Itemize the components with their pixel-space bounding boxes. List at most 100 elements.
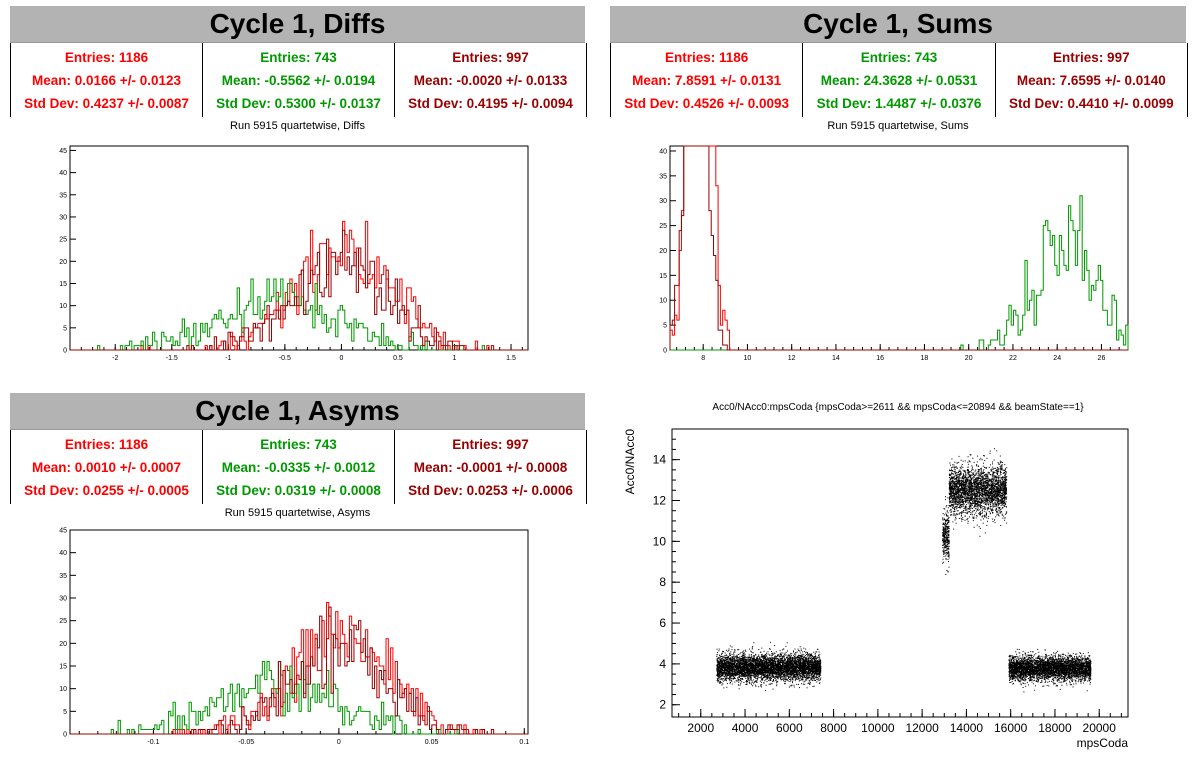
scatter-point (745, 664, 747, 666)
scatter-point (757, 666, 759, 668)
scatter-point (759, 669, 761, 671)
scatter-point (733, 673, 735, 675)
scatter-point (734, 672, 736, 674)
scatter-point (788, 662, 790, 663)
scatter-point (801, 669, 803, 671)
scatter-point (784, 675, 786, 677)
scatter-point (816, 664, 818, 666)
scatter-point (803, 656, 805, 658)
scatter-point (784, 682, 786, 684)
scatter-point (753, 681, 755, 683)
scatter-point (769, 660, 771, 662)
scatter-point (720, 667, 722, 669)
scatter-point (811, 664, 813, 666)
scatter-point (749, 669, 751, 671)
scatter-point (744, 674, 746, 676)
scatter-point (721, 671, 723, 673)
scatter-point (769, 677, 771, 679)
diffs-stats-red: Entries: 1186 Mean: 0.0166 +/- 0.0123 St… (11, 43, 203, 117)
scatter-point (763, 672, 765, 674)
scatter-point (761, 673, 763, 674)
scatter-point (722, 664, 724, 666)
scatter-point (754, 660, 756, 662)
scatter-point (793, 658, 795, 660)
scatter-point (764, 656, 766, 658)
scatter-point (775, 661, 777, 663)
scatter-point (806, 676, 808, 677)
scatter-point (816, 651, 818, 653)
scatter-point (743, 657, 745, 659)
scatter-point (819, 664, 821, 666)
diffs-stats-box: Entries: 1186 Mean: 0.0166 +/- 0.0123 St… (10, 43, 587, 117)
scatter-point (756, 674, 758, 676)
scatter-point (818, 662, 820, 664)
scatter-point (817, 657, 819, 659)
scatter-point (751, 668, 753, 670)
scatter-point (760, 651, 762, 653)
scatter-point (760, 684, 762, 686)
scatter-point (780, 659, 782, 661)
scatter-point (808, 656, 810, 658)
scatter-point (795, 674, 797, 676)
scatter-point (813, 658, 815, 660)
scatter-point (813, 680, 815, 681)
histogram-series (70, 229, 528, 351)
scatter-point (738, 672, 740, 674)
scatter-point (799, 650, 801, 652)
scatter-point (748, 669, 750, 671)
scatter-point (736, 673, 738, 674)
scatter-point (780, 676, 782, 678)
scatter-point (731, 660, 733, 662)
scatter-point (772, 676, 773, 678)
scatter-point (799, 655, 801, 657)
scatter-point (753, 672, 755, 674)
scatter-point (737, 667, 739, 669)
scatter-point (734, 649, 736, 651)
scatter-point (787, 650, 788, 652)
scatter-point (721, 684, 723, 686)
scatter-point (793, 654, 795, 656)
scatter-point (803, 669, 805, 671)
scatter-point (781, 662, 783, 664)
scatter-point (818, 656, 820, 658)
scatter-point (742, 657, 744, 659)
scatter-point (771, 674, 773, 676)
scatter-point (767, 671, 769, 673)
scatter-point (777, 667, 779, 669)
scatter-point (792, 671, 793, 672)
scatter-point (789, 665, 791, 667)
scatter-point (771, 666, 773, 668)
scatter-point (790, 676, 792, 678)
scatter-point (733, 662, 734, 664)
scatter-point (743, 659, 745, 660)
scatter-point (771, 672, 773, 674)
scatter-point (810, 653, 812, 655)
scatter-point (799, 666, 801, 668)
scatter-point (766, 681, 768, 683)
scatter-point (804, 659, 806, 661)
scatter-point (784, 683, 785, 685)
scatter-point (748, 671, 750, 673)
x-tick-label: -1.5 (166, 355, 178, 362)
scatter-point (790, 663, 792, 665)
scatter-point (812, 657, 813, 659)
scatter-point (792, 672, 794, 674)
scatter-point (804, 660, 806, 662)
scatter-point (793, 673, 795, 675)
scatter-point (790, 674, 792, 675)
scatter-point (781, 676, 783, 678)
scatter-point (786, 670, 788, 672)
scatter-point (750, 661, 752, 663)
scatter-point (786, 669, 788, 671)
scatter-point (744, 662, 746, 664)
scatter-point (776, 675, 778, 677)
scatter-point (786, 664, 788, 665)
y-tick-label: 20 (59, 259, 67, 266)
scatter-point (786, 656, 788, 658)
scatter-point (724, 677, 726, 679)
scatter-point (771, 683, 773, 685)
scatter-point (812, 673, 813, 675)
scatter-point (757, 662, 759, 664)
scatter-point (813, 657, 815, 659)
scatter-point (728, 671, 729, 672)
